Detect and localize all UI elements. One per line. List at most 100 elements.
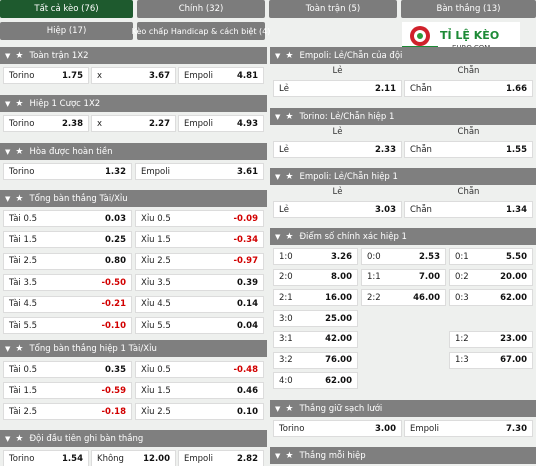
odds-label: Xỉu 3.5: [141, 277, 171, 288]
tab-handicap[interactable]: Kèo chấp Handicap & cách biệt (4): [132, 22, 270, 40]
odds-cell[interactable]: 1:1 7.00: [361, 268, 446, 286]
star-icon[interactable]: ★: [285, 450, 294, 461]
odds-cell[interactable]: 3:1 42.00: [273, 330, 358, 348]
odds-cell[interactable]: Không 12.00: [91, 450, 176, 466]
tab-full[interactable]: Toàn trận (5): [269, 0, 397, 18]
star-icon[interactable]: ★: [285, 403, 294, 414]
collapse-arrow-icon[interactable]: ▼: [275, 172, 281, 181]
collapse-arrow-icon[interactable]: ▼: [275, 404, 281, 413]
collapse-arrow-icon[interactable]: ▼: [5, 147, 11, 156]
section-header-correct-score-half1[interactable]: ▼ ★ Điểm số chính xác hiệp 1: [270, 228, 536, 245]
odds-cell[interactable]: 0:2 20.00: [449, 268, 533, 286]
section-header-draw-no-bet[interactable]: ▼ ★ Hòa được hoàn tiền: [0, 143, 267, 160]
odds-value: 0.14: [237, 299, 258, 310]
odds-cell[interactable]: Tài 4.5 -0.21: [3, 295, 132, 313]
odds-cell[interactable]: 0:3 62.00: [449, 289, 533, 307]
odds-cell[interactable]: Tài 2.5 -0.18: [3, 403, 132, 420]
odds-cell[interactable]: Tài 3.5 -0.50: [3, 274, 132, 292]
section-header-total-goals[interactable]: ▼ ★ Tổng bàn thắng Tài/Xỉu: [0, 190, 267, 207]
odds-cell[interactable]: Empoli 2.82: [178, 450, 264, 466]
odds-cell[interactable]: 2:0 8.00: [273, 268, 358, 286]
odds-cell[interactable]: Empoli 4.93: [178, 115, 264, 132]
odds-value: 62.00: [500, 292, 527, 303]
star-icon[interactable]: ★: [285, 231, 294, 242]
collapse-arrow-icon[interactable]: ▼: [275, 51, 281, 60]
odds-cell[interactable]: 1:3 67.00: [449, 351, 533, 369]
odds-cell[interactable]: Torino 3.00: [273, 420, 402, 437]
odds-cell[interactable]: Tài 1.5 0.25: [3, 231, 132, 249]
tab-goals[interactable]: Bàn thắng (13): [401, 0, 536, 18]
odds-cell[interactable]: Lẻ 3.03: [273, 201, 402, 218]
odds-cell[interactable]: 0:1 5.50: [449, 248, 533, 265]
odds-cell[interactable]: Empoli 3.61: [135, 163, 264, 180]
odds-cell[interactable]: Torino 2.38: [3, 115, 89, 132]
odds-cell[interactable]: Tài 2.5 0.80: [3, 252, 132, 270]
section-header-first-team-score[interactable]: ▼ ★ Đội đầu tiên ghi bàn thắng: [0, 430, 267, 447]
tab-all[interactable]: Tất cả kèo (76): [0, 0, 133, 18]
star-icon[interactable]: ★: [285, 171, 294, 182]
odds-cell[interactable]: 2:2 46.00: [361, 289, 446, 307]
odds-cell[interactable]: Chẵn 1.55: [404, 141, 533, 158]
star-icon[interactable]: ★: [285, 50, 294, 61]
odds-cell[interactable]: Xỉu 4.5 0.14: [135, 295, 264, 313]
odds-cell[interactable]: 3:2 76.00: [273, 351, 358, 369]
odds-label: 0:2: [455, 272, 469, 283]
odds-cell[interactable]: 0:0 2.53: [361, 248, 446, 265]
odds-cell[interactable]: Tài 5.5 -0.10: [3, 317, 132, 334]
odds-cell[interactable]: Chẵn 1.66: [404, 80, 533, 97]
odds-cell[interactable]: Empoli 4.81: [178, 67, 264, 84]
odds-cell[interactable]: Xỉu 5.5 0.04: [135, 317, 264, 334]
odds-label: Xỉu 1.5: [141, 385, 171, 396]
section-header-win-to-nil[interactable]: ▼ ★ Thắng giữ sạch lưới: [270, 400, 536, 417]
collapse-arrow-icon[interactable]: ▼: [5, 344, 11, 353]
star-icon[interactable]: ★: [15, 343, 24, 354]
collapse-arrow-icon[interactable]: ▼: [5, 99, 11, 108]
odds-cell[interactable]: Xỉu 1.5 0.46: [135, 382, 264, 399]
odds-cell[interactable]: Lẻ 2.33: [273, 141, 402, 158]
tab-half[interactable]: Hiệp (17): [0, 22, 133, 40]
odds-cell[interactable]: Xỉu 2.5 0.10: [135, 403, 264, 420]
odds-cell[interactable]: 4:0 62.00: [273, 372, 358, 390]
section-header-empoli-odd-even-half1[interactable]: ▼ ★ Empoli: Lẻ/Chẵn hiệp 1: [270, 168, 536, 185]
odds-cell[interactable]: Tài 0.5 0.03: [3, 210, 132, 227]
section-header-empoli-odd-even[interactable]: ▼ ★ Empoli: Lẻ/Chẵn của đội: [270, 47, 536, 64]
odds-cell[interactable]: x 2.27: [91, 115, 176, 132]
collapse-arrow-icon[interactable]: ▼: [5, 51, 11, 60]
odds-cell[interactable]: Xỉu 2.5 -0.97: [135, 252, 264, 270]
collapse-arrow-icon[interactable]: ▼: [275, 232, 281, 241]
star-icon[interactable]: ★: [15, 98, 24, 109]
odds-cell[interactable]: Chẵn 1.34: [404, 201, 533, 218]
star-icon[interactable]: ★: [15, 193, 24, 204]
collapse-arrow-icon[interactable]: ▼: [275, 112, 281, 121]
section-header-1x2[interactable]: ▼ ★ Toàn trận 1X2: [0, 47, 267, 64]
odds-cell[interactable]: Xỉu 3.5 0.39: [135, 274, 264, 292]
section-header-half1-1x2[interactable]: ▼ ★ Hiệp 1 Cược 1X2: [0, 95, 267, 112]
collapse-arrow-icon[interactable]: ▼: [275, 451, 281, 460]
odds-cell[interactable]: 2:1 16.00: [273, 289, 358, 307]
odds-cell[interactable]: Xỉu 0.5 -0.09: [135, 210, 264, 227]
odds-cell[interactable]: 3:0 25.00: [273, 310, 358, 328]
odds-cell[interactable]: 1:0 3.26: [273, 248, 358, 265]
tab-main[interactable]: Chính (32): [137, 0, 265, 18]
odds-cell[interactable]: Torino 1.32: [3, 163, 132, 180]
odds-cell[interactable]: Torino 1.75: [3, 67, 89, 84]
star-icon[interactable]: ★: [15, 146, 24, 157]
odds-cell[interactable]: Xỉu 1.5 -0.34: [135, 231, 264, 249]
odds-cell[interactable]: Tài 1.5 -0.59: [3, 382, 132, 399]
odds-cell[interactable]: Empoli 7.30: [404, 420, 533, 437]
section-header-torino-odd-even-half1[interactable]: ▼ ★ Torino: Lẻ/Chẵn hiệp 1: [270, 108, 536, 125]
section-header-win-both-halves[interactable]: ▼ ★ Thắng mỗi hiệp: [270, 447, 536, 464]
odds-cell[interactable]: Xỉu 0.5 -0.48: [135, 361, 264, 378]
collapse-arrow-icon[interactable]: ▼: [5, 434, 11, 443]
odds-cell[interactable]: Lẻ 2.11: [273, 80, 402, 97]
odds-cell[interactable]: x 3.67: [91, 67, 176, 84]
collapse-arrow-icon[interactable]: ▼: [5, 194, 11, 203]
odds-cell[interactable]: Tài 0.5 0.35: [3, 361, 132, 378]
odds-cell[interactable]: Torino 1.54: [3, 450, 89, 466]
odds-value: 0.03: [105, 213, 126, 224]
odds-cell[interactable]: 1:2 23.00: [449, 330, 533, 348]
star-icon[interactable]: ★: [285, 111, 294, 122]
star-icon[interactable]: ★: [15, 433, 24, 444]
section-header-half1-total-goals[interactable]: ▼ ★ Tổng bàn thắng hiệp 1 Tài/Xỉu: [0, 340, 267, 357]
star-icon[interactable]: ★: [15, 50, 24, 61]
